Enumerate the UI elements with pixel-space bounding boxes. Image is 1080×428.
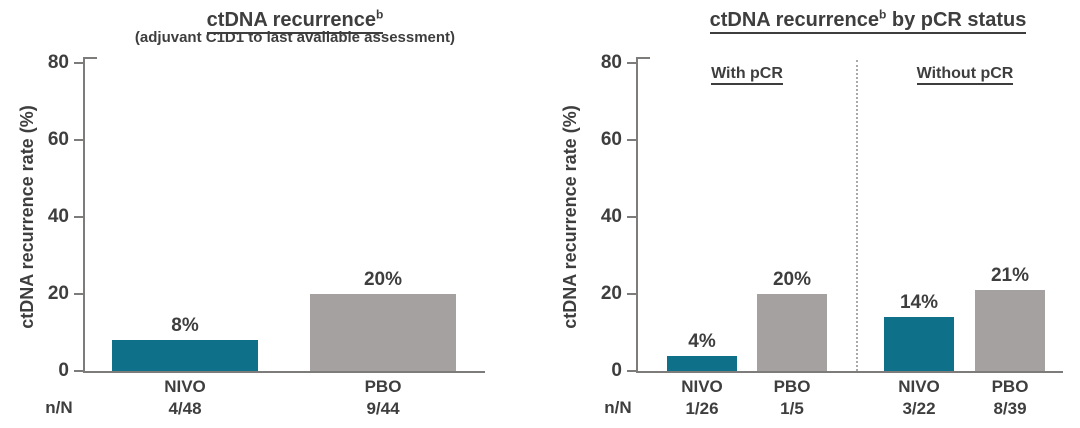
y-tick-label: 60 [47,129,69,150]
y-axis-tick [627,139,636,141]
left-chart-subtitle: (adjuvant C1D1 to last available assessm… [134,29,456,46]
y-axis-tick [74,293,83,295]
group-header-label: With pCR [711,65,783,85]
y-tick-label: 0 [611,360,622,381]
x-axis-baseline [83,371,485,373]
bar-value-label: 8% [171,315,199,337]
y-tick-label: 20 [600,283,622,304]
y-tick-label: 20 [47,283,69,304]
group-header: With pCR [667,64,827,85]
y-tick-label: 40 [600,206,622,227]
bar-nN-label: 1/5 [780,399,804,418]
group-divider-line [856,60,858,371]
bar-pbo [310,294,456,371]
bar-value-label: 20% [363,269,403,290]
y-axis-tick [74,62,83,64]
y-axis-top-cap [85,57,97,59]
right-nN-row-label: n/N [604,398,632,417]
y-tick-label: 60 [600,129,622,150]
right-chart-title-post: by pCR status [886,8,1027,31]
left-chart-title: ctDNA recurrenceb [95,2,495,34]
bar-value-label: 14% [899,292,939,314]
bar-value-label: 20% [772,269,812,290]
right-chart-title-superscript: b [878,7,887,21]
y-axis-tick [74,139,83,141]
bar-category-label: PBO [364,377,402,396]
y-axis-tick [74,216,83,218]
y-axis-tick [627,62,636,64]
y-axis-tick [627,370,636,372]
y-tick-label: 80 [47,52,69,73]
y-axis-top-cap [638,57,650,59]
left-chart-title-text: ctDNA recurrence [206,8,376,31]
bar-category-label: PBO [773,377,811,396]
y-axis-line [636,57,638,371]
bar-category-label: NIVO [681,377,723,396]
group-header: Without pCR [885,64,1045,85]
y-axis-tick [627,216,636,218]
bar-value-label: 4% [688,330,716,352]
y-tick-label: 40 [47,206,69,227]
bar-category-label: PBO [991,377,1029,396]
bar-category-label: NIVO [898,377,940,396]
bar-nN-label: 9/44 [366,399,400,418]
y-axis-line [83,57,85,371]
bar-value-label: 21% [990,265,1030,287]
bar-pbo [757,294,827,371]
bar-nivo [112,340,258,371]
y-tick-label: 80 [600,52,622,73]
y-axis-tick [74,370,83,372]
bar-nN-label: 4/48 [168,399,202,418]
bar-nivo [884,317,954,371]
bar-nN-label: 1/26 [685,399,719,418]
left-chart-title-superscript: b [375,7,384,21]
y-tick-label: 0 [58,360,69,381]
bar-nivo [667,355,737,371]
bar-category-label: NIVO [164,377,206,396]
left-nN-row-label: n/N [45,398,73,417]
bar-pbo [975,290,1045,371]
bar-nN-label: 8/39 [993,399,1027,418]
y-axis-tick [627,293,636,295]
right-chart-title-text: ctDNA recurrence [709,8,879,31]
bar-nN-label: 3/22 [902,399,936,418]
right-chart-title: ctDNA recurrenceb by pCR status [668,2,1068,34]
x-axis-baseline [636,371,1063,373]
group-header-label: Without pCR [916,65,1014,85]
